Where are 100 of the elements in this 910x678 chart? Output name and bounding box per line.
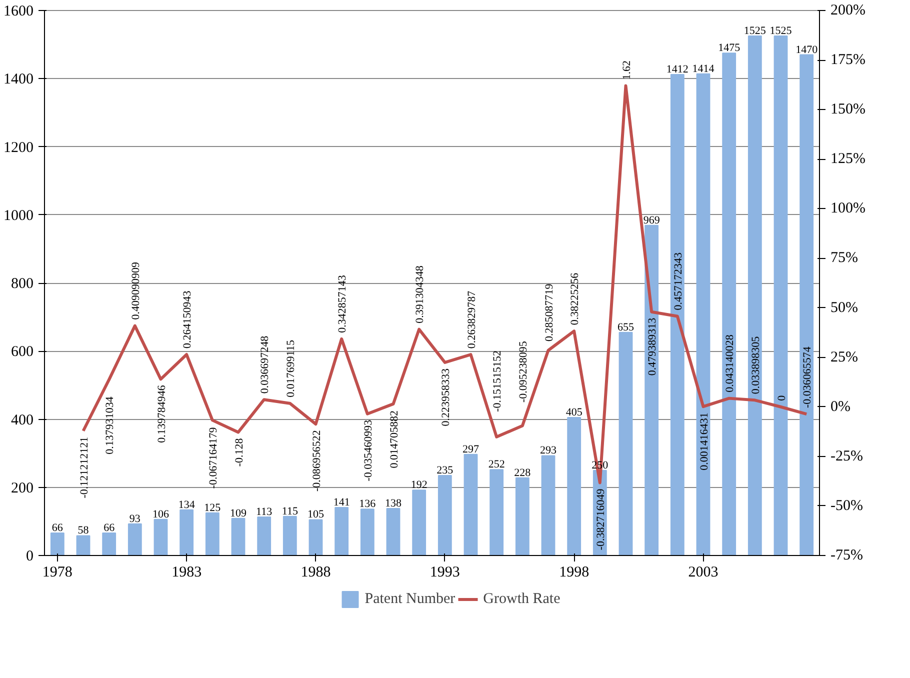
data-label: 0.017699115 [284, 340, 297, 398]
data-label: 109 [230, 507, 247, 520]
bar [76, 535, 90, 556]
data-label: 1.62 [620, 60, 633, 80]
y-tick-label: 400 [11, 412, 34, 428]
y-tick-label: 800 [11, 276, 34, 292]
y2-tick-label: -75% [830, 548, 863, 564]
data-label: 0.033898305 [750, 336, 762, 394]
y-tick-label: 1400 [4, 72, 34, 88]
data-label: 58 [78, 524, 90, 537]
data-label: 105 [308, 508, 324, 521]
x-tick-label: 2003 [688, 564, 718, 580]
data-label: 0.479389313 [646, 317, 659, 376]
data-label: 0.391304348 [414, 265, 426, 324]
data-label: 125 [204, 502, 222, 514]
x-tick-label: 1983 [172, 564, 202, 580]
bar [541, 455, 556, 556]
data-label: 141 [333, 496, 350, 508]
y-tick-label: 1200 [4, 140, 34, 156]
bar [748, 36, 762, 556]
data-label: 0.036697248 [259, 335, 272, 394]
y2-tick-label: 75% [830, 250, 858, 266]
data-label: -0.151515152 [492, 350, 504, 412]
x-tick-label: 1998 [559, 564, 590, 580]
y-tick-label: 600 [11, 344, 34, 360]
data-label: 66 [104, 522, 116, 534]
data-label: 228 [514, 466, 532, 479]
data-label: 66 [52, 522, 64, 534]
bar [464, 454, 478, 556]
data-label: 1412 [666, 64, 688, 76]
bar [102, 532, 116, 556]
data-label: 138 [385, 497, 402, 510]
bar [412, 490, 426, 556]
data-label: 93 [129, 512, 141, 525]
data-label: 655 [618, 321, 634, 334]
bar [670, 74, 684, 556]
data-label: 405 [566, 406, 583, 419]
data-label: 0.263829787 [466, 290, 478, 349]
y2-tick-label: -25% [830, 448, 863, 464]
data-label: 0.342857143 [336, 274, 349, 333]
data-label: -0.036065574 [802, 346, 814, 408]
data-label: 0.014705882 [388, 410, 400, 468]
data-label: 293 [540, 444, 557, 457]
data-label: 1470 [796, 44, 818, 56]
y2-tick-label: 50% [830, 300, 858, 316]
data-label: 134 [178, 498, 196, 511]
legend-label: Patent Number [364, 590, 456, 608]
bar [696, 73, 710, 556]
bar [567, 417, 582, 556]
bar [644, 224, 659, 556]
bar [50, 532, 64, 556]
y-tick-label: 1600 [4, 4, 34, 20]
data-label: 0.285087719 [543, 283, 556, 342]
data-label: 192 [410, 479, 428, 492]
data-label: 0.409090909 [130, 262, 142, 320]
data-label: -0.035460993 [362, 419, 374, 482]
data-label: 0.139784946 [156, 384, 168, 443]
bar [308, 519, 323, 556]
data-label: 252 [488, 458, 505, 471]
data-label: 0.264150943 [182, 290, 194, 349]
bar [722, 52, 736, 556]
data-label: -0.095238095 [517, 340, 530, 402]
data-label: 0.137931034 [104, 396, 116, 454]
data-label: 113 [256, 506, 273, 518]
bar [180, 509, 194, 556]
data-label: 0 [776, 394, 788, 401]
bar [205, 512, 220, 556]
bar [231, 518, 246, 556]
x-tick-label: 1978 [42, 564, 72, 580]
data-label: 0.043140028 [724, 334, 736, 392]
bar [800, 54, 814, 556]
y-tick-label: 1000 [4, 208, 34, 224]
bar [360, 508, 374, 556]
bar [257, 516, 272, 556]
legend-label: Growth Rate [483, 590, 560, 608]
data-label: 1475 [718, 42, 741, 54]
data-label: 0.457172343 [672, 252, 684, 310]
bar [128, 523, 142, 556]
data-label: -0.067164179 [207, 426, 220, 489]
y-tick-label: 0 [26, 548, 34, 564]
y2-tick-label: 200% [830, 2, 866, 18]
x-tick-label: 1988 [300, 564, 331, 580]
bar [154, 518, 168, 556]
y2-tick-label: 100% [830, 200, 866, 217]
bar [334, 506, 349, 556]
data-label: -0.382716049 [594, 488, 607, 550]
y-tick-label: 200 [11, 480, 34, 496]
data-label: 297 [462, 443, 480, 456]
data-label: 235 [436, 464, 454, 476]
bar [386, 508, 400, 556]
data-label: -0.128 [233, 438, 246, 467]
bar [490, 469, 504, 556]
data-label: 1414 [692, 62, 715, 75]
y2-tick-label: 0% [830, 398, 850, 415]
data-label: 136 [359, 498, 376, 510]
data-label: 0.001416431 [698, 412, 710, 470]
bar [618, 332, 633, 556]
bar [438, 474, 452, 556]
data-label: 0.223958333 [440, 368, 452, 426]
x-tick-label: 1993 [430, 564, 460, 580]
